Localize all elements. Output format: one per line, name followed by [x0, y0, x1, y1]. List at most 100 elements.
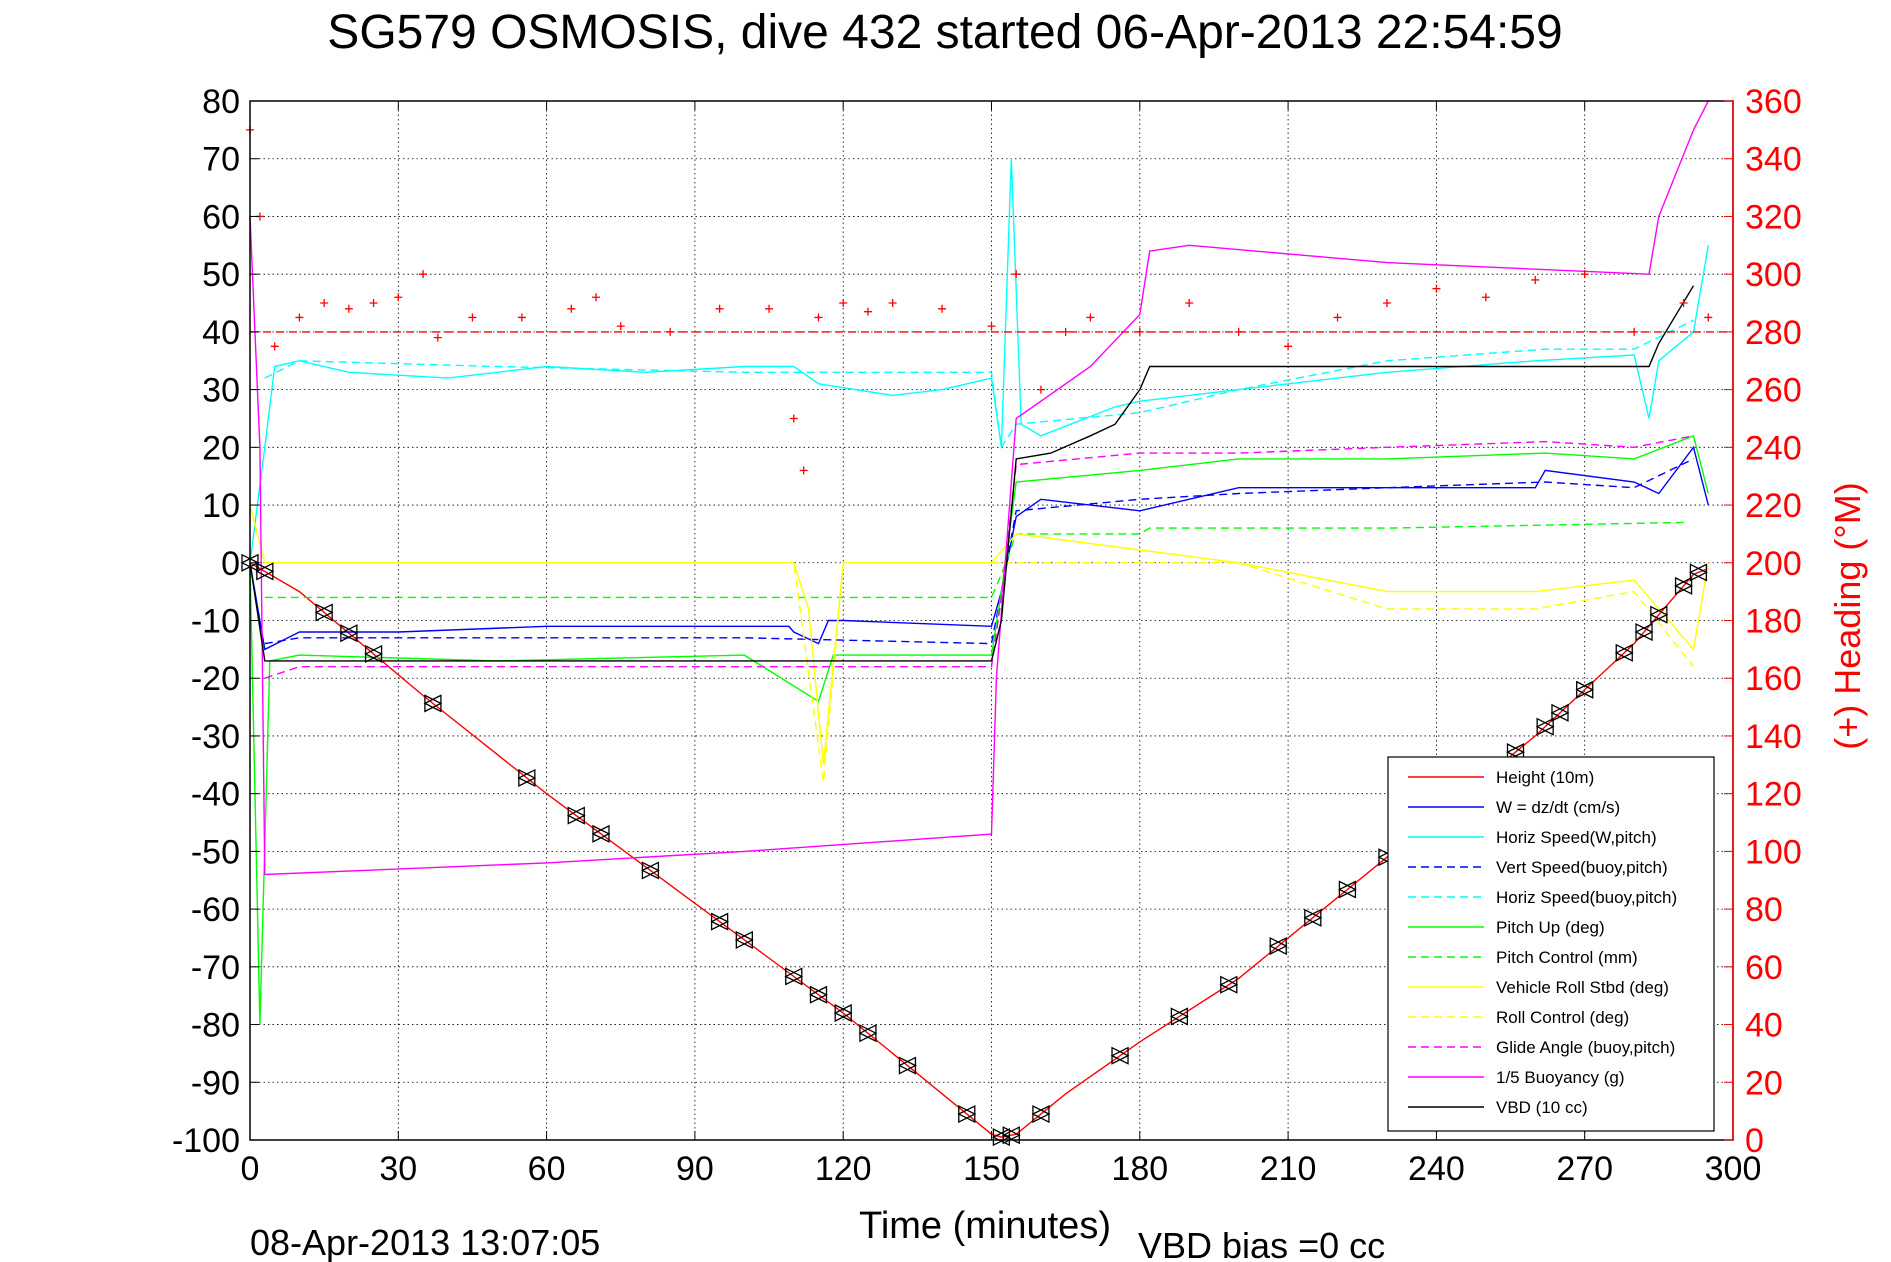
- height-marker-left: [1575, 680, 1594, 699]
- heading-point: [1333, 313, 1342, 322]
- x-tick-label: 120: [815, 1150, 872, 1188]
- heading-point: [344, 304, 353, 313]
- heading-point: [369, 299, 378, 308]
- y-right-tick-label: 220: [1745, 487, 1802, 525]
- x-tick-label: 180: [1111, 1150, 1168, 1188]
- y-right-tick-label: 180: [1745, 603, 1802, 641]
- x-tick-label: 270: [1556, 1150, 1613, 1188]
- heading-point: [789, 414, 798, 423]
- legend: Height (10m) W = dz/dt (cm/s) Horiz Speed(…: [1387, 756, 1715, 1132]
- heading-point: [1284, 342, 1293, 351]
- y-left-tick-label: 0: [221, 545, 240, 583]
- y-right-tick-label: 340: [1745, 141, 1802, 179]
- y-right-tick-label: 300: [1745, 256, 1802, 294]
- legend-label: 1/5 Buoyancy (g): [1496, 1068, 1625, 1087]
- heading-point: [715, 304, 724, 313]
- y-left-tick-label: 70: [202, 141, 240, 179]
- legend-label: W = dz/dt (cm/s): [1496, 798, 1620, 817]
- height-marker-left: [858, 1024, 877, 1043]
- legend-label: Vert Speed(buoy,pitch): [1496, 858, 1668, 877]
- right-axis-label: (+) Heading (°M): [1827, 482, 1868, 749]
- heading-point: [1012, 270, 1021, 279]
- y-left-tick-label: -50: [191, 833, 240, 871]
- x-tick-label: 150: [963, 1150, 1020, 1188]
- series-horiz-speed-buoy-pitch: [264, 319, 1694, 450]
- legend-box: [1387, 756, 1715, 1132]
- x-tick-label: 90: [676, 1150, 714, 1188]
- heading-point: [295, 313, 304, 322]
- footer-date: 08-Apr-2013 13:07:05: [250, 1222, 600, 1262]
- series-layer: [240, 100, 1733, 1147]
- y-left-tick-label: -40: [191, 776, 240, 814]
- height-marker-left: [1649, 605, 1668, 624]
- heading-point: [1580, 270, 1589, 279]
- heading-point: [567, 304, 576, 313]
- height-marker-left: [809, 985, 828, 1004]
- y-right-tick-label: 120: [1745, 776, 1802, 814]
- y-left-tick-label: 40: [202, 314, 240, 352]
- series-heading: [246, 125, 1713, 475]
- heading-point: [1382, 299, 1391, 308]
- y-left-tick-label: -60: [191, 891, 240, 929]
- series-vehicle-roll-stbd-deg: [249, 504, 1709, 765]
- y-left-tick-label: 20: [202, 429, 240, 467]
- y-right-tick-label: 100: [1745, 833, 1802, 871]
- legend-label: Height (10m): [1496, 768, 1594, 787]
- legend-label: Vehicle Roll Stbd (deg): [1496, 978, 1669, 997]
- x-axis-label: Time (minutes): [859, 1205, 1111, 1247]
- height-marker-left: [566, 806, 585, 825]
- heading-point: [1531, 275, 1540, 284]
- heading-point: [1185, 299, 1194, 308]
- height-marker-left: [314, 603, 333, 622]
- series-roll-control-deg: [264, 562, 1695, 783]
- y-right-tick-label: 40: [1745, 1007, 1783, 1045]
- y-left-tick-label: 30: [202, 372, 240, 410]
- height-marker-left: [1535, 717, 1554, 736]
- y-left-tick-label: -10: [191, 603, 240, 641]
- y-right-tick-label: 360: [1745, 83, 1802, 121]
- x-tick-label: 210: [1260, 1150, 1317, 1188]
- y-left-tick-label: 10: [202, 487, 240, 525]
- y-left-tick-label: -100: [172, 1122, 240, 1160]
- ticks-layer: 0 30 60 90 120 150 180 210 240 270 300807060504030…: [172, 83, 1802, 1188]
- height-marker-left: [1001, 1126, 1020, 1145]
- height-marker-left: [1688, 563, 1708, 582]
- y-left-tick-label: -30: [191, 718, 240, 756]
- heading-point: [814, 313, 823, 322]
- height-marker-left: [1506, 743, 1525, 762]
- height-marker-left: [339, 624, 358, 643]
- height-marker-left: [591, 824, 610, 843]
- y-right-tick-label: 160: [1745, 660, 1802, 698]
- height-marker-left: [423, 694, 442, 713]
- height-marker-left: [255, 562, 274, 581]
- x-tick-label: 60: [528, 1150, 566, 1188]
- y-right-tick-label: 80: [1745, 891, 1783, 929]
- heading-point: [419, 270, 428, 279]
- series-vert-speed-buoy-pitch: [264, 458, 1694, 645]
- height-marker-left: [1031, 1104, 1050, 1124]
- y-right-tick-label: 320: [1745, 198, 1802, 236]
- y-left-tick-label: 80: [202, 83, 240, 121]
- series-vbd-10-cc: [249, 285, 1695, 662]
- heading-point: [320, 299, 329, 308]
- height-marker-left: [784, 967, 803, 986]
- legend-label: Glide Angle (buoy,pitch): [1496, 1038, 1675, 1057]
- x-tick-label: 300: [1705, 1150, 1762, 1188]
- y-right-tick-label: 280: [1745, 314, 1802, 352]
- series-glide-angle-buoy-pitch: [264, 435, 1694, 679]
- heading-point: [1432, 284, 1441, 293]
- series-pitch-control-mm: [264, 521, 1684, 599]
- heading-point: [1086, 313, 1095, 322]
- legend-label: Roll Control (deg): [1496, 1008, 1629, 1027]
- height-marker-left: [1674, 576, 1693, 595]
- y-left-tick-label: -90: [191, 1064, 240, 1102]
- height-marker-left: [1614, 643, 1633, 662]
- height-marker-left: [1550, 703, 1569, 722]
- height-marker-left: [517, 768, 536, 788]
- y-right-tick-label: 20: [1745, 1064, 1783, 1102]
- legend-label: Horiz Speed(W,pitch): [1496, 828, 1657, 847]
- height-marker-left: [1219, 975, 1238, 994]
- height-marker-left: [991, 1128, 1011, 1147]
- height-marker-left: [1303, 908, 1322, 927]
